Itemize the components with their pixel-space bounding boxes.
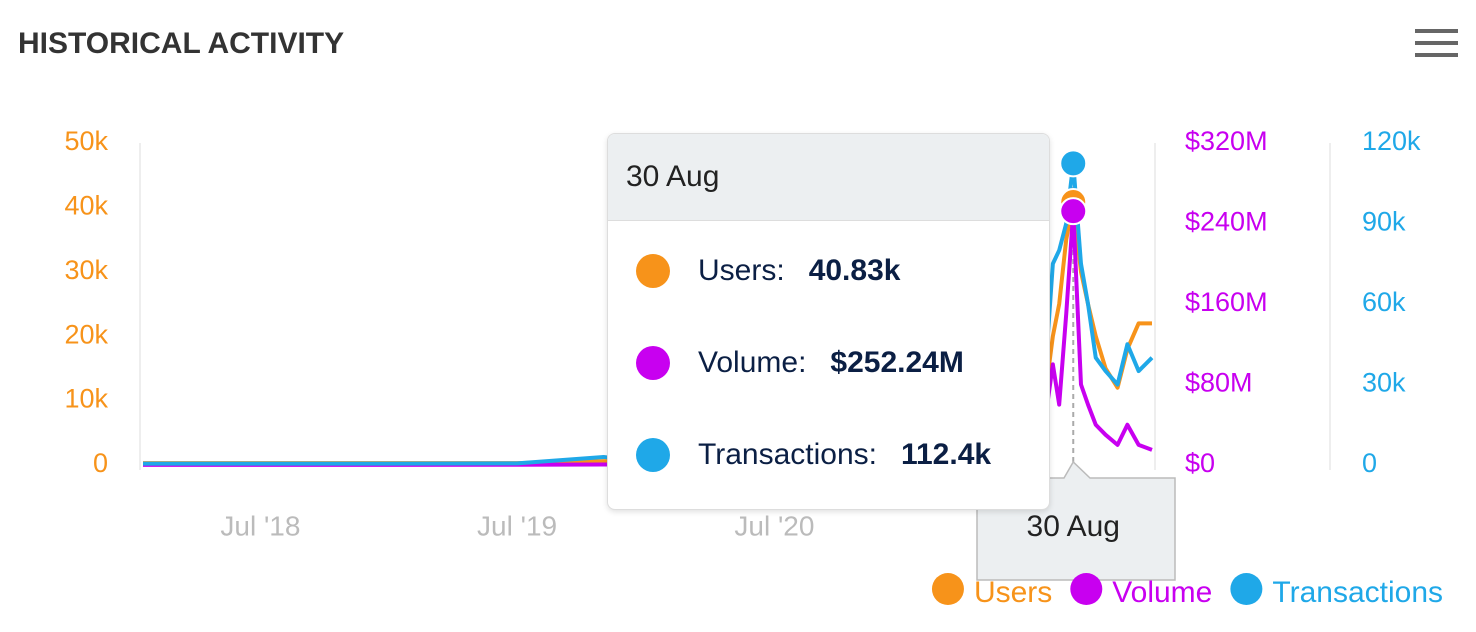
y-tick-label: 30k [1362,368,1406,398]
hover-point [1059,149,1088,178]
y-tick-label: 0 [93,448,108,478]
tooltip-name: Transactions [698,438,877,472]
tooltip-value: $252.24M [830,346,964,379]
tooltip-swatch [636,438,670,472]
legend-swatch [1230,573,1263,605]
tooltip: 30 Aug Users 40.83k Volume $252.24M Transact… [607,133,1050,510]
y-tick-label: 0 [1362,448,1377,478]
x-tick-label: Jul '20 [734,510,814,541]
tooltip-row: Users 40.83k [636,254,900,288]
menu-icon[interactable] [1415,29,1458,57]
y-tick-label: $160M [1185,287,1268,317]
tooltip-swatch [636,346,670,380]
tooltip-title: 30 Aug [608,134,1049,221]
legend-label: Volume [1112,576,1212,609]
y-tick-label: $240M [1185,207,1268,237]
x-hover-label: 30 Aug [1027,510,1120,543]
y-tick-label: 60k [1362,287,1406,317]
y-tick-label: 90k [1362,207,1406,237]
y-tick-label: 120k [1362,126,1421,156]
y-tick-label: 20k [64,319,108,349]
tooltip-name: Volume [698,346,806,380]
tooltip-value: 112.4k [900,438,992,471]
tooltip-name: Users [698,254,785,288]
y-tick-label: 10k [64,384,108,414]
hover-point [1059,197,1088,226]
legend-label: Transactions [1272,576,1443,609]
y-tick-label: $320M [1185,126,1268,156]
tooltip-value: 40.83k [808,254,901,287]
chart-title: HISTORICAL ACTIVITY [18,27,344,60]
tooltip-swatch [636,254,670,288]
legend-label: Users [974,576,1052,609]
tooltip-row: Transactions 112.4k [636,438,991,472]
y-tick-label: $80M [1185,368,1253,398]
tooltip-row: Volume $252.24M [636,346,964,380]
x-tick-label: Jul '19 [477,510,557,541]
legend-swatch [1070,573,1103,605]
y-tick-label: 50k [64,126,108,156]
y-tick-label: 40k [64,191,108,221]
y-tick-label: $0 [1185,448,1215,478]
x-tick-label: Jul '18 [220,510,300,541]
legend-swatch [931,573,964,605]
y-tick-label: 30k [64,255,108,285]
